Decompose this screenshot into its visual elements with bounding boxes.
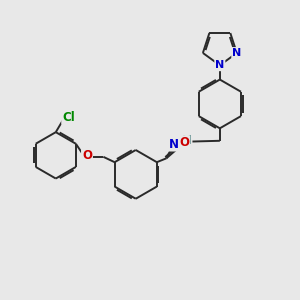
Text: Cl: Cl [62, 111, 75, 124]
Text: N: N [169, 138, 179, 151]
Text: N: N [232, 48, 242, 58]
Text: O: O [179, 136, 189, 149]
Text: O: O [82, 149, 92, 162]
Text: N: N [215, 60, 224, 70]
Text: H: H [182, 134, 191, 147]
